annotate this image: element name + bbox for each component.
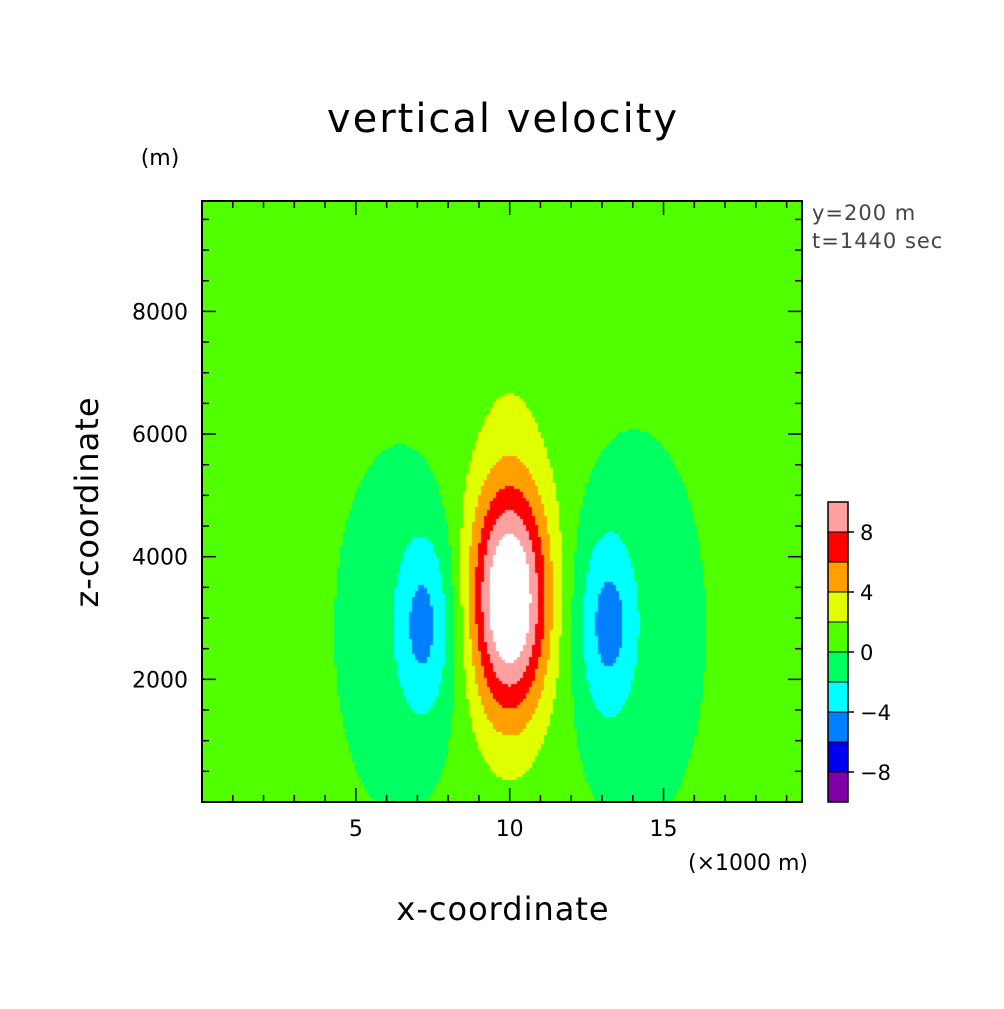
colorbar-segment <box>828 532 848 562</box>
y-tick-label: 6000 <box>132 423 188 448</box>
x-axis-label: x-coordinate <box>396 890 609 928</box>
chart-title: vertical velocity <box>327 96 679 142</box>
x-tick-label: 5 <box>349 817 363 842</box>
colorbar-segment <box>828 562 848 592</box>
colorbar-tick-label: −4 <box>860 701 891 725</box>
y-unit-label: (m) <box>141 146 180 171</box>
y-tick-label: 8000 <box>132 300 188 325</box>
annotation-t: t=1440 sec <box>812 229 943 253</box>
y-tick-label: 4000 <box>132 546 188 571</box>
colorbar-segment <box>828 682 848 712</box>
colorbar: −8 −4 0 4 8 <box>827 501 891 803</box>
colorbar-segment <box>828 652 848 682</box>
plot-area <box>202 201 802 802</box>
y-axis-label: z-coordinate <box>68 396 106 607</box>
colorbar-segment <box>828 742 848 772</box>
annotation-y: y=200 m <box>812 201 916 225</box>
axes: 5 10 15 2000 4000 6000 8000 <box>132 200 803 842</box>
y-tick-label: 2000 <box>132 668 188 693</box>
colorbar-segment <box>828 622 848 652</box>
colorbar-segment <box>828 712 848 742</box>
plot-frame <box>201 200 803 803</box>
x-tick-label: 15 <box>650 817 678 842</box>
colorbar-tick-label: 0 <box>860 641 873 665</box>
x-unit-label: (×1000 m) <box>688 851 808 876</box>
colorbar-segment <box>828 772 848 802</box>
x-tick-label: 10 <box>496 817 524 842</box>
contour-field <box>202 201 802 802</box>
colorbar-tick-label: −8 <box>860 761 891 785</box>
colorbar-segment <box>828 502 848 532</box>
colorbar-tick-label: 8 <box>860 521 873 545</box>
colorbar-tick-label: 4 <box>860 581 873 605</box>
colorbar-segment <box>828 592 848 622</box>
